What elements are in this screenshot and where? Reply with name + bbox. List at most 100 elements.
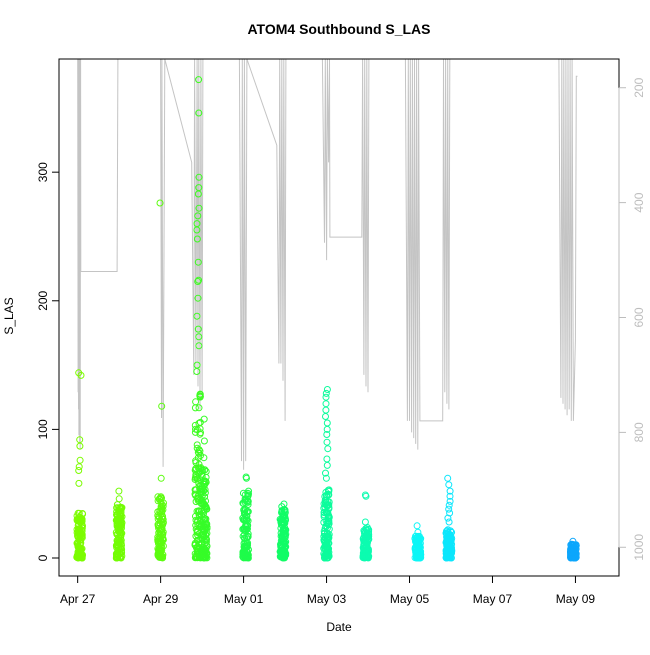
data-point <box>280 527 288 535</box>
data-point <box>115 538 122 546</box>
data-point <box>276 515 284 523</box>
data-point <box>445 501 453 509</box>
data-point <box>241 491 249 499</box>
y2-tick-label: 1000 <box>632 534 646 561</box>
data-point <box>116 550 123 558</box>
data-point <box>200 437 208 445</box>
data-point <box>75 463 83 471</box>
y2-tick-label: 800 <box>632 422 646 442</box>
data-point <box>196 393 204 401</box>
data-point <box>279 543 287 550</box>
data-point <box>445 535 453 543</box>
data-point <box>74 551 82 559</box>
data-point <box>114 523 122 531</box>
data-point <box>444 531 452 539</box>
data-point <box>195 204 203 212</box>
y-axis-right: 200 400 600 800 1000 <box>618 77 646 561</box>
data-point <box>361 532 369 540</box>
data-point <box>195 109 203 117</box>
x-tick-label: May 01 <box>224 592 264 606</box>
data-point <box>200 415 208 423</box>
data-point <box>320 509 328 517</box>
data-point <box>197 515 205 523</box>
data-point <box>77 530 85 538</box>
data-point <box>360 548 368 556</box>
data-point <box>192 544 200 552</box>
data-point <box>195 184 203 192</box>
data-point <box>156 199 164 207</box>
data-point <box>76 550 84 558</box>
data-point <box>194 278 202 285</box>
data-point <box>443 541 451 549</box>
data-point <box>75 509 83 517</box>
data-point <box>74 539 81 547</box>
data-point <box>195 76 203 84</box>
data-point <box>322 474 330 482</box>
data-point <box>243 525 251 533</box>
point-cluster-9 <box>411 522 425 562</box>
data-point <box>323 455 331 463</box>
data-point <box>239 499 247 507</box>
data-point <box>412 548 420 556</box>
data-point <box>322 393 330 401</box>
data-point <box>78 534 86 542</box>
data-point <box>195 276 203 284</box>
point-cluster-4 <box>197 415 211 562</box>
data-point <box>155 550 163 558</box>
data-point <box>362 552 369 560</box>
data-point <box>446 553 454 561</box>
data-point <box>78 552 86 560</box>
data-point <box>281 523 288 531</box>
data-point <box>115 495 123 503</box>
y-axis-label: S_LAS <box>2 297 16 334</box>
data-point <box>195 333 203 341</box>
data-point <box>277 516 285 524</box>
data-point <box>325 491 333 499</box>
data-point <box>444 474 452 482</box>
data-point <box>159 542 167 550</box>
data-point <box>323 419 331 427</box>
data-point <box>413 547 421 555</box>
data-point <box>279 535 287 543</box>
data-point <box>159 521 167 529</box>
data-point <box>414 532 422 540</box>
data-point <box>115 515 123 523</box>
data-point <box>76 436 84 444</box>
data-point <box>198 488 206 496</box>
x-tick-label: May 03 <box>307 592 347 606</box>
data-point <box>201 515 209 523</box>
data-point <box>242 473 250 481</box>
data-point <box>158 402 166 410</box>
data-point <box>197 507 205 515</box>
data-point <box>114 504 122 512</box>
data-point <box>240 543 248 551</box>
data-point <box>240 550 248 558</box>
data-point <box>197 429 204 437</box>
data-point <box>156 531 164 538</box>
data-point <box>442 554 450 561</box>
data-point <box>244 551 252 559</box>
data-point <box>115 487 123 495</box>
data-point <box>203 535 210 543</box>
data-point <box>193 361 201 369</box>
data-point <box>117 517 125 524</box>
data-point <box>158 518 166 526</box>
y-tick-label: 300 <box>36 162 50 182</box>
data-point <box>117 534 125 542</box>
point-cluster-5 <box>239 473 252 562</box>
x-tick-label: May 07 <box>473 592 513 606</box>
data-point <box>324 445 332 453</box>
data-point <box>443 527 450 535</box>
y-tick-label: 0 <box>36 554 50 561</box>
data-point <box>79 522 86 530</box>
scatter-points-layer <box>73 76 580 562</box>
data-point <box>202 550 210 558</box>
x-axis-label: Date <box>326 620 352 634</box>
x-tick-label: Apr 27 <box>60 592 96 606</box>
point-cluster-6 <box>276 500 290 562</box>
x-axis: Apr 27 Apr 29 May 01 May 03 May 05 May 07 May … <box>60 575 595 606</box>
data-point <box>76 456 84 464</box>
point-cluster-10 <box>442 474 456 562</box>
